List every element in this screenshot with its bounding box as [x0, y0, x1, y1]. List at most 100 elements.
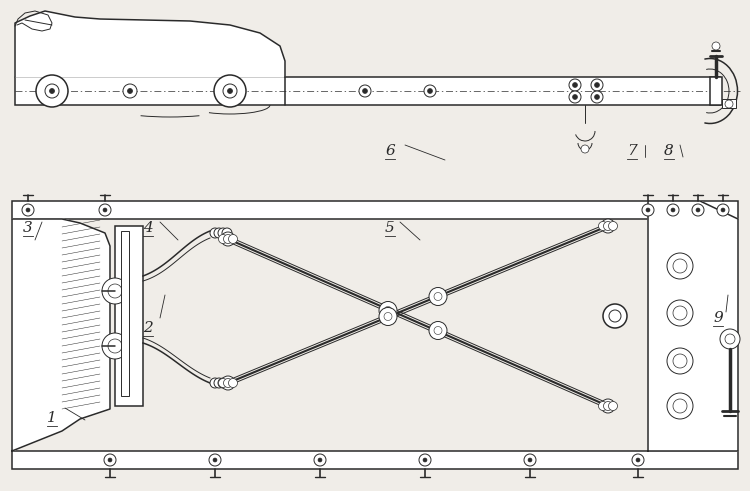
Circle shape: [359, 85, 371, 97]
Circle shape: [222, 228, 232, 238]
Circle shape: [595, 94, 599, 100]
Bar: [15, 77, 720, 105]
Circle shape: [362, 88, 368, 93]
Circle shape: [598, 402, 608, 410]
Circle shape: [128, 88, 133, 93]
Circle shape: [427, 88, 433, 93]
Circle shape: [424, 85, 436, 97]
Circle shape: [209, 454, 221, 466]
Circle shape: [569, 91, 581, 103]
Circle shape: [218, 379, 227, 387]
Circle shape: [429, 322, 447, 339]
Circle shape: [210, 378, 220, 388]
Circle shape: [221, 376, 235, 390]
Circle shape: [221, 232, 235, 246]
Circle shape: [608, 221, 617, 230]
Circle shape: [632, 454, 644, 466]
Circle shape: [224, 235, 232, 244]
Circle shape: [22, 204, 34, 216]
Circle shape: [604, 221, 613, 230]
Circle shape: [524, 454, 536, 466]
Circle shape: [104, 454, 116, 466]
Circle shape: [229, 379, 238, 387]
Circle shape: [667, 348, 693, 374]
Circle shape: [210, 228, 220, 238]
Circle shape: [601, 219, 615, 233]
Circle shape: [667, 253, 693, 279]
Circle shape: [591, 91, 603, 103]
Text: 3: 3: [23, 221, 33, 235]
Circle shape: [581, 145, 589, 153]
Circle shape: [569, 79, 581, 91]
Polygon shape: [648, 201, 738, 451]
Circle shape: [667, 300, 693, 326]
Text: 8: 8: [664, 144, 674, 158]
Circle shape: [123, 84, 137, 98]
Circle shape: [572, 82, 578, 87]
Circle shape: [318, 458, 322, 462]
Bar: [115, 226, 143, 406]
Circle shape: [721, 208, 725, 212]
Circle shape: [591, 79, 603, 91]
Text: 7: 7: [627, 144, 637, 158]
Bar: [12, 451, 738, 469]
Circle shape: [572, 94, 578, 100]
Circle shape: [45, 84, 59, 98]
Circle shape: [103, 208, 107, 212]
Text: 5: 5: [386, 221, 394, 235]
Text: 6: 6: [386, 144, 394, 158]
Circle shape: [667, 393, 693, 419]
Circle shape: [595, 82, 599, 87]
Circle shape: [218, 228, 228, 238]
Circle shape: [671, 208, 675, 212]
Circle shape: [603, 304, 627, 328]
Circle shape: [224, 379, 232, 387]
Text: 4: 4: [143, 221, 153, 235]
Circle shape: [214, 75, 246, 107]
Circle shape: [717, 204, 729, 216]
Circle shape: [50, 88, 55, 93]
Circle shape: [642, 204, 654, 216]
Circle shape: [213, 458, 217, 462]
Circle shape: [108, 458, 112, 462]
Circle shape: [692, 204, 704, 216]
Bar: [12, 201, 738, 219]
Circle shape: [379, 301, 397, 320]
Circle shape: [696, 208, 700, 212]
Circle shape: [667, 204, 679, 216]
Circle shape: [222, 378, 232, 388]
Circle shape: [26, 208, 30, 212]
Circle shape: [720, 329, 740, 349]
Circle shape: [598, 221, 608, 230]
Circle shape: [646, 208, 650, 212]
Circle shape: [36, 75, 68, 107]
Polygon shape: [15, 11, 285, 77]
Circle shape: [636, 458, 640, 462]
Circle shape: [601, 399, 615, 413]
Circle shape: [712, 42, 720, 50]
Circle shape: [102, 333, 128, 359]
Circle shape: [229, 235, 238, 244]
Circle shape: [227, 88, 232, 93]
Circle shape: [419, 454, 431, 466]
Circle shape: [218, 378, 228, 388]
Circle shape: [429, 288, 447, 305]
Circle shape: [604, 402, 613, 410]
Circle shape: [214, 228, 224, 238]
Circle shape: [423, 458, 427, 462]
Bar: [722, 99, 736, 108]
Text: 9: 9: [713, 311, 723, 325]
Circle shape: [314, 454, 326, 466]
Circle shape: [608, 402, 617, 410]
Circle shape: [223, 84, 237, 98]
Circle shape: [214, 378, 224, 388]
Circle shape: [99, 204, 111, 216]
Polygon shape: [12, 219, 110, 451]
Text: 2: 2: [143, 321, 153, 335]
Bar: [121, 231, 129, 396]
Circle shape: [528, 458, 532, 462]
Circle shape: [218, 235, 227, 244]
Circle shape: [102, 278, 128, 304]
Bar: [710, 77, 722, 105]
Circle shape: [379, 307, 397, 326]
